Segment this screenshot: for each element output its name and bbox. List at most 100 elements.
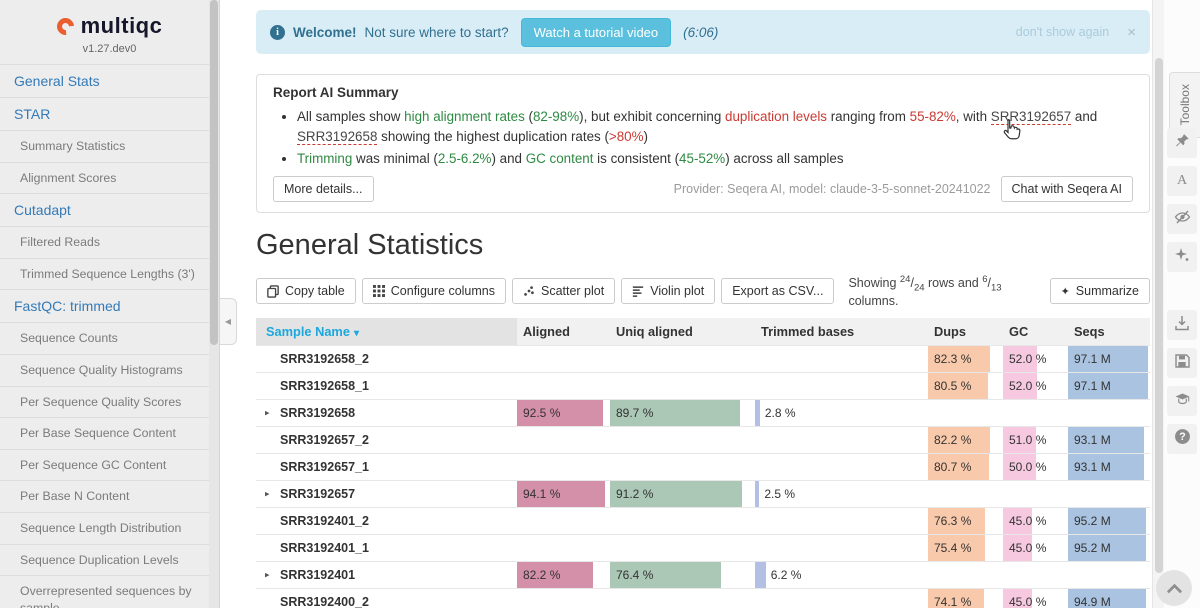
export-csv-button[interactable]: Export as CSV... (721, 278, 834, 304)
sidebar-item-per-sequence-gc-content[interactable]: Per Sequence GC Content (0, 450, 219, 482)
gc-value: 52.0 % (1009, 379, 1046, 393)
rows-shown: 24 (900, 274, 911, 285)
sidebar-item-sequence-duplication-levels[interactable]: Sequence Duplication Levels (0, 545, 219, 577)
uniq-value: 91.2 % (616, 487, 653, 501)
copy-table-button[interactable]: Copy table (256, 278, 356, 304)
column-header-aligned[interactable]: Aligned (517, 318, 610, 345)
table-row[interactable]: SRR319265892.5 %89.7 %2.8 % (256, 399, 1150, 426)
sidebar-scrollbar-track[interactable] (209, 0, 219, 608)
sidebar-item-sequence-quality-histograms[interactable]: Sequence Quality Histograms (0, 355, 219, 387)
pin-icon (1174, 133, 1190, 154)
column-header-gc[interactable]: GC (1003, 318, 1068, 345)
cell-trimmed (755, 454, 928, 480)
cell-dups: 80.5 % (928, 373, 1003, 399)
sidebar-item-alignment-scores[interactable]: Alignment Scores (0, 163, 219, 195)
expand-caret-icon[interactable] (265, 488, 270, 499)
toolbox-button-download-icon[interactable] (1167, 310, 1197, 340)
table-row[interactable]: SRR319240182.2 %76.4 %6.2 % (256, 561, 1150, 588)
sidebar-item-star[interactable]: STAR (0, 98, 219, 131)
sample-name: SRR3192401_2 (280, 514, 369, 528)
cell-seqs: 93.1 M (1068, 427, 1150, 453)
cell-trimmed (755, 508, 928, 534)
sidebar-item-general-stats[interactable]: General Stats (0, 65, 219, 98)
summary-text-segment: and (1071, 109, 1097, 124)
uniq-value: 76.4 % (616, 568, 653, 582)
sidebar-item-filtered-reads[interactable]: Filtered Reads (0, 227, 219, 259)
cell-gc (1003, 400, 1068, 426)
summary-text-segment: Trimming (297, 151, 352, 166)
column-header-uniq[interactable]: Uniq aligned (610, 318, 755, 345)
toolbox-button-ai-sparkle-icon[interactable] (1167, 242, 1197, 272)
dont-show-again-link[interactable]: don't show again (1016, 25, 1109, 39)
sidebar-collapse-handle[interactable] (220, 298, 237, 345)
copy-icon (267, 285, 279, 298)
sidebar-item-fastqc-trimmed[interactable]: FastQC: trimmed (0, 290, 219, 323)
toolbox-button-tutorials-graduation-cap-icon[interactable] (1167, 386, 1197, 416)
sample-link[interactable]: SRR3192657 (991, 109, 1071, 125)
chevron-up-icon (1166, 583, 1182, 599)
gc-value: 45.0 % (1009, 514, 1046, 528)
summary-text-segment: 82-98% (533, 109, 579, 124)
expand-caret-icon[interactable] (265, 569, 270, 580)
cell-dups (928, 481, 1003, 507)
column-header-name[interactable]: Sample Name (256, 318, 517, 345)
toolbox-button-pin-icon[interactable] (1167, 128, 1197, 158)
help-icon: ? (1174, 428, 1191, 450)
column-header-trimmed[interactable]: Trimmed bases (755, 318, 928, 345)
sidebar-scrollbar-thumb[interactable] (210, 0, 218, 345)
summary-text-segment: 45-52% (679, 151, 725, 166)
scatter-plot-button[interactable]: Scatter plot (512, 278, 615, 304)
cell-aligned (517, 535, 610, 561)
close-icon[interactable] (1127, 24, 1136, 41)
tutorial-duration: (6:06) (683, 25, 718, 40)
gc-value: 51.0 % (1009, 433, 1046, 447)
summarize-button[interactable]: Summarize (1050, 278, 1150, 304)
sidebar-item-per-base-sequence-content[interactable]: Per Base Sequence Content (0, 418, 219, 450)
chat-with-seqera-button[interactable]: Chat with Seqera AI (1001, 176, 1133, 202)
aligned-value: 82.2 % (523, 568, 560, 582)
sidebar-item-overrepresented-sequences-by-sample[interactable]: Overrepresented sequences by sample (0, 576, 219, 608)
cell-seqs (1068, 400, 1150, 426)
toolbox-button-save-icon[interactable] (1167, 348, 1197, 378)
sidebar-item-summary-statistics[interactable]: Summary Statistics (0, 131, 219, 163)
version-label: v1.27.dev0 (8, 43, 211, 55)
sample-link[interactable]: SRR3192658 (297, 129, 377, 145)
general-stats-table: Sample NameAlignedUniq alignedTrimmed ba… (256, 318, 1150, 608)
table-row[interactable]: SRR319265794.1 %91.2 %2.5 % (256, 480, 1150, 507)
toolbox-button-hide-samples-eye-icon[interactable] (1167, 204, 1197, 234)
table-row[interactable]: SRR3192657_180.7 %50.0 %93.1 M (256, 453, 1150, 480)
trimmed-value: 2.5 % (764, 487, 795, 501)
table-row[interactable]: SRR3192658_282.3 %52.0 %97.1 M (256, 345, 1150, 372)
column-header-seqs[interactable]: Seqs (1068, 318, 1150, 345)
table-row[interactable]: SRR3192657_282.2 %51.0 %93.1 M (256, 426, 1150, 453)
dups-value: 74.1 % (934, 595, 971, 608)
configure-columns-button[interactable]: Configure columns (362, 278, 506, 304)
toolbox-button-help-icon[interactable]: ? (1167, 424, 1197, 454)
summary-text-segment: ) (644, 129, 648, 144)
violin-plot-button[interactable]: Violin plot (621, 278, 715, 304)
ai-provider-label: Provider: Seqera AI, model: claude-3-5-s… (674, 182, 991, 196)
watch-tutorial-button[interactable]: Watch a tutorial video (521, 18, 672, 47)
sidebar-item-per-base-n-content[interactable]: Per Base N Content (0, 481, 219, 513)
seqs-value: 95.2 M (1074, 541, 1111, 555)
expand-caret-icon[interactable] (265, 407, 270, 418)
table-row[interactable]: SRR3192401_276.3 %45.0 %95.2 M (256, 507, 1150, 534)
ai-summary-title: Report AI Summary (273, 85, 1133, 100)
main-scrollbar-thumb[interactable] (1155, 58, 1163, 573)
table-row[interactable]: SRR3192658_180.5 %52.0 %97.1 M (256, 372, 1150, 399)
more-details-button[interactable]: More details... (273, 176, 374, 202)
sidebar-item-cutadapt[interactable]: Cutadapt (0, 194, 219, 227)
sidebar-item-per-sequence-quality-scores[interactable]: Per Sequence Quality Scores (0, 387, 219, 419)
cell-uniq (610, 427, 755, 453)
sidebar-item-trimmed-sequence-lengths-3[interactable]: Trimmed Sequence Lengths (3') (0, 259, 219, 291)
sidebar-item-sequence-length-distribution[interactable]: Sequence Length Distribution (0, 513, 219, 545)
scroll-to-top-button[interactable] (1156, 570, 1192, 606)
sidebar-item-sequence-counts[interactable]: Sequence Counts (0, 323, 219, 355)
toolbox-button-font-icon[interactable]: A (1167, 166, 1197, 196)
table-row[interactable]: SRR3192401_175.4 %45.0 %95.2 M (256, 534, 1150, 561)
table-row[interactable]: SRR3192400_274.1 %45.0 %94.9 M (256, 588, 1150, 608)
welcome-banner: Welcome! Not sure where to start? Watch … (256, 10, 1150, 54)
column-header-dups[interactable]: Dups (928, 318, 1003, 345)
main-scrollbar-track[interactable] (1152, 0, 1164, 608)
ai-summary-bullet: All samples show high alignment rates (8… (297, 107, 1133, 147)
